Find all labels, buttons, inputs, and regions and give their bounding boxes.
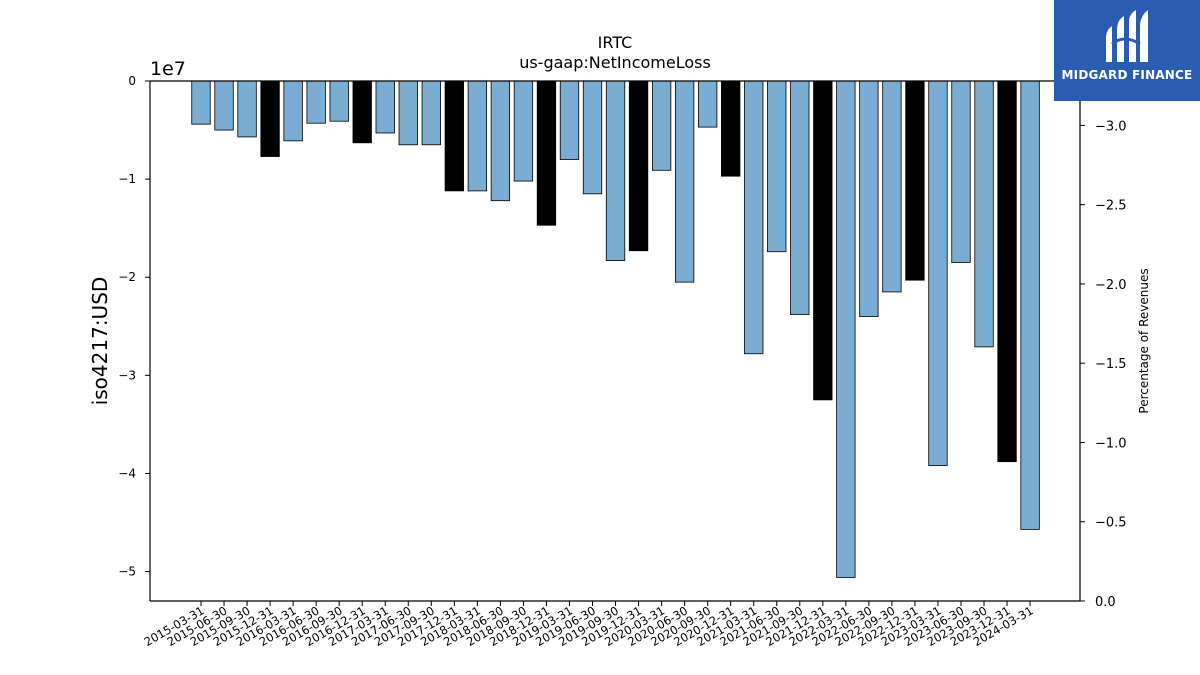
bar-2021-03-31 [744,80,764,355]
axes-group [149,80,1081,602]
bar-2017-06-30 [398,80,418,146]
bar-2017-03-31 [375,80,395,134]
bar-2016-06-30 [306,80,326,124]
x-ticks-group: 2015-03-312015-06-302015-09-302015-12-31… [142,601,1036,649]
bar-2024-03-31 [1020,80,1040,530]
y-tick-label: −2 [118,270,136,284]
bar-2019-03-31 [559,80,580,160]
bar-2022-03-31 [836,80,856,578]
bar-2020-12-31 [721,80,741,177]
y-tick-label: −5 [118,565,136,579]
bar-2019-06-30 [582,80,603,195]
y-axis-label: iso4217:USD [88,277,112,406]
y2-tick-label: −0.5 [1095,516,1127,531]
y2-tick-label: −1.5 [1095,357,1127,372]
y-tick-label: −4 [118,466,136,480]
bar-2017-12-31 [444,80,464,192]
midgard-logo-mark-icon [1106,10,1148,62]
bar-2022-12-31 [905,80,925,281]
bar-2021-09-30 [790,80,810,315]
y2-tick-label: −1.0 [1095,436,1127,451]
chart-subtitle: us-gaap:NetIncomeLoss [519,53,711,72]
y-ticks-group: 0 −1 −2 −3 −4 −5 [118,74,150,579]
logo-text: MIDGARD FINANCE [1061,68,1193,82]
bar-2015-09-30 [237,80,257,138]
y-tick-label: −1 [118,172,136,186]
y2-tick-label: 0.0 [1095,595,1116,610]
y-tick-label: 0 [128,74,136,88]
y-tick-label: −3 [118,368,136,382]
bar-2016-03-31 [283,80,303,142]
bar-2018-03-31 [467,80,488,192]
bar-2015-03-31 [191,80,211,125]
bar-2018-06-30 [490,80,511,202]
bar-2022-06-30 [859,80,879,317]
y2-tick-label: −2.0 [1095,278,1127,293]
bar-2019-09-30 [605,80,626,261]
bar-2018-12-31 [536,80,557,226]
bar-2019-12-31 [628,80,649,252]
chart-title: IRTC [598,33,633,52]
y2-tick-label: −2.5 [1095,199,1127,214]
bar-2023-12-31 [997,80,1017,463]
bar-2015-06-30 [214,80,234,131]
y2-tick-label: −3.0 [1095,119,1127,134]
bar-2023-03-31 [928,80,948,467]
bar-2023-09-30 [974,80,994,348]
secondary-y-axis-label: Percentage of Revenues [1137,268,1151,413]
bar-2015-12-31 [260,80,280,157]
bars-group [191,80,1040,578]
y2-ticks-group: 0.0 −0.5 −1.0 −1.5 −2.0 −2.5 −3.0 [1080,119,1127,610]
bar-2017-09-30 [421,80,441,146]
bar-2021-06-30 [767,80,787,253]
midgard-finance-logo: MIDGARD FINANCE [1054,0,1200,101]
bar-2020-03-31 [651,80,672,171]
bar-2016-09-30 [329,80,349,122]
bar-2018-09-30 [513,80,534,182]
bar-2020-06-30 [674,80,695,283]
bar-2020-09-30 [698,80,718,128]
bar-2021-12-31 [813,80,833,401]
bar-2016-12-31 [352,80,372,144]
bar-2022-09-30 [882,80,902,293]
bar-2023-06-30 [951,80,971,263]
y-axis-offset-text: 1e7 [150,58,186,80]
